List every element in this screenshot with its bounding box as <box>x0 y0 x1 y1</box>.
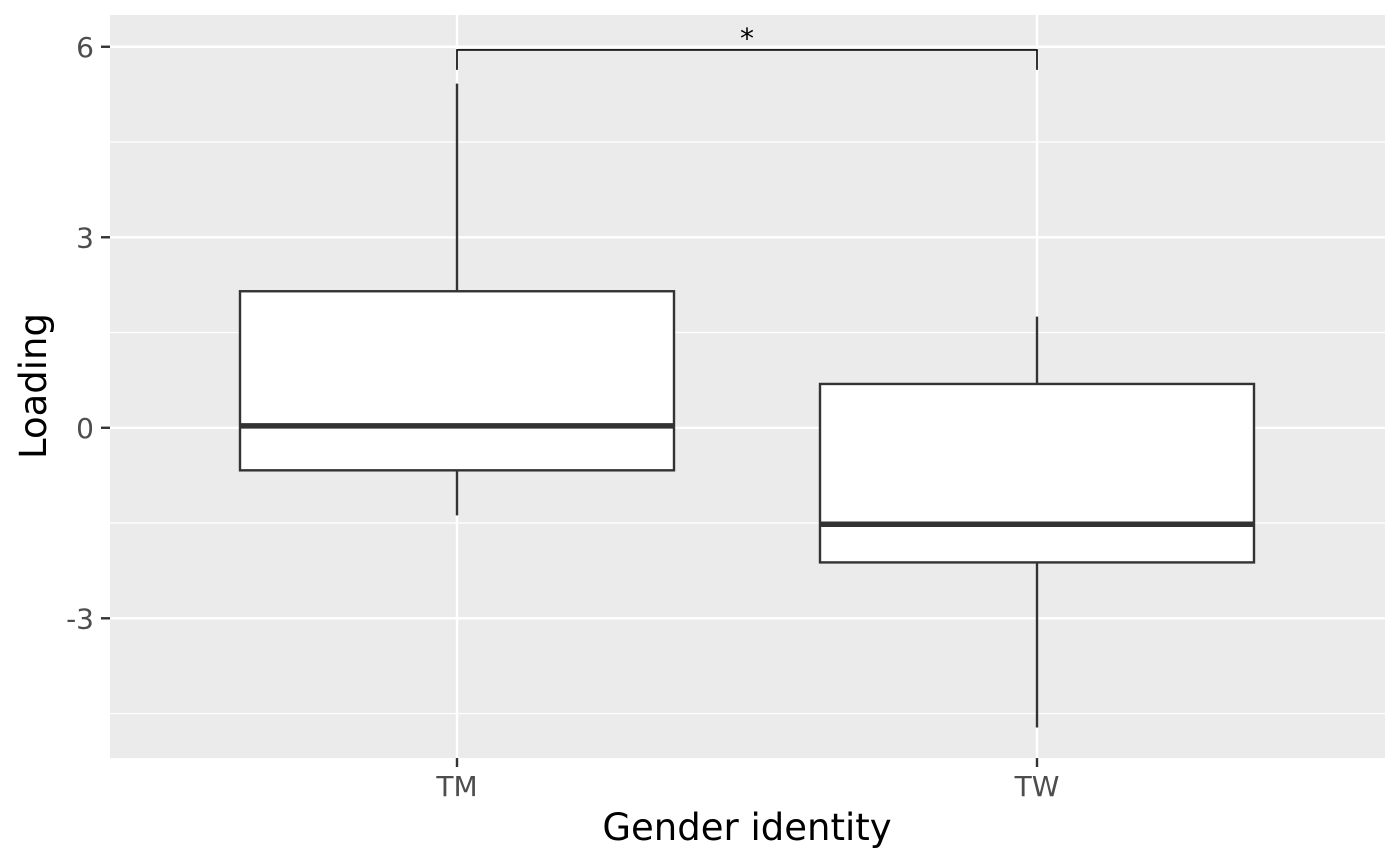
significance-bracket: * <box>456 22 1038 70</box>
y-tick-label: -3 <box>66 602 94 635</box>
y-axis-title: Loading <box>12 313 55 459</box>
y-axis: -3 0 3 6 <box>66 31 110 635</box>
significance-label: * <box>740 22 754 55</box>
x-tick-label: TM <box>435 770 477 803</box>
significance-line <box>456 49 1038 70</box>
box-tm <box>238 83 676 516</box>
box-iqr <box>238 290 676 472</box>
box-tw <box>818 316 1256 728</box>
y-tick-label: 0 <box>76 412 94 445</box>
x-axis-title: Gender identity <box>602 806 891 849</box>
y-tick-label: 6 <box>76 31 94 64</box>
x-axis: TM TW <box>435 758 1059 803</box>
y-tick-label: 3 <box>76 221 94 254</box>
x-tick-label: TW <box>1014 770 1060 803</box>
box-iqr <box>818 382 1256 564</box>
boxplot-boxes <box>238 83 1256 728</box>
